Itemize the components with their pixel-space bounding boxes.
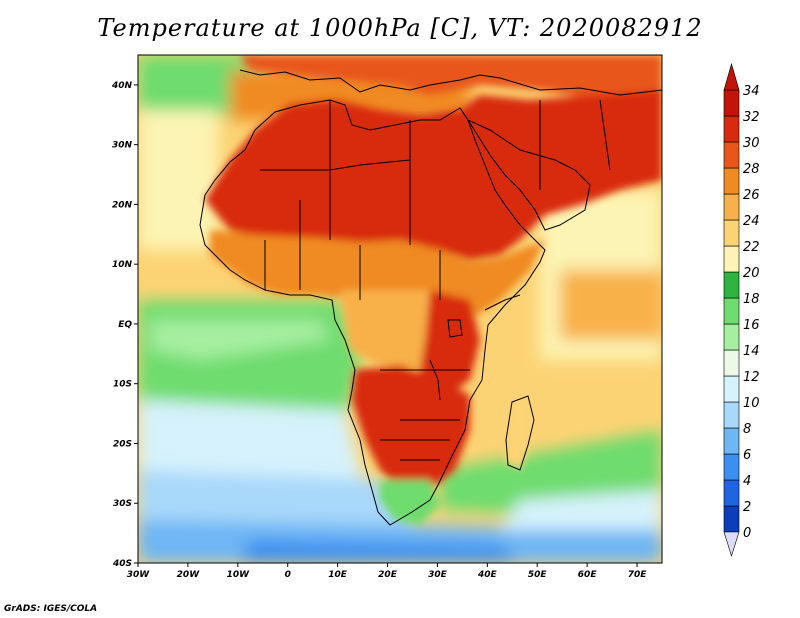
colorbar-label: 18 <box>743 292 760 307</box>
colorbar-segment <box>723 505 740 533</box>
y-tick-label: 30S <box>113 499 132 509</box>
y-tick-label: 10N <box>112 260 133 270</box>
x-tick-label: 20W <box>177 570 201 580</box>
colorbar-segment <box>723 401 740 429</box>
colorbar-segment <box>723 375 740 403</box>
colorbar-label: 22 <box>743 240 760 255</box>
x-tick-label: 20E <box>378 570 398 580</box>
colorbar-label: 24 <box>743 214 760 229</box>
y-tick-label: 30N <box>112 141 133 151</box>
colorbar-segment <box>723 271 740 299</box>
y-tick-label: 40S <box>112 559 132 569</box>
colorbar-label: 20 <box>743 266 760 281</box>
map-title: Temperature at 1000hPa [C], VT: 20200829… <box>97 14 703 42</box>
y-tick-label: 20S <box>113 439 132 449</box>
colorbar-bottom-arrow <box>723 531 740 558</box>
credit-label: GrADS: IGES/COLA <box>4 604 98 614</box>
colorbar-segment <box>723 479 740 507</box>
x-tick-label: 0 <box>285 570 291 580</box>
colorbar-segment <box>723 427 740 455</box>
x-tick-label: 10W <box>227 570 251 580</box>
colorbar-segment <box>723 115 740 143</box>
y-tick-label: 10S <box>113 380 132 390</box>
x-tick-label: 70E <box>628 570 648 580</box>
colorbar-label: 0 <box>743 526 751 541</box>
x-tick-label: 60E <box>578 570 598 580</box>
colorbar-label: 32 <box>743 110 760 125</box>
y-tick-label: EQ <box>118 320 132 330</box>
y-tick-label: 40N <box>111 81 133 91</box>
colorbar-segment <box>723 349 740 377</box>
colorbar-label: 10 <box>743 396 760 411</box>
colorbar-segment <box>723 219 740 247</box>
colorbar-label: 8 <box>743 422 751 437</box>
colorbar-label: 34 <box>743 84 760 99</box>
colorbar-top-arrow <box>723 62 740 91</box>
colorbar-segment <box>723 323 740 351</box>
x-tick-label: 10E <box>328 570 348 580</box>
x-tick-label: 50E <box>528 570 548 580</box>
colorbar-segment <box>723 193 740 221</box>
colorbar-label: 26 <box>743 188 760 203</box>
colorbar-label: 28 <box>743 162 760 177</box>
colorbar-label: 30 <box>743 136 760 151</box>
x-tick-label: 30W <box>127 570 151 580</box>
colorbar-label: 14 <box>743 344 760 359</box>
axis-ticks: 30W 20W 10W 0 10E 20E 30E 40E 50E 60E 70E 40S 30S 20S… <box>111 81 647 580</box>
colorbar-segment <box>723 453 740 481</box>
colorbar-label: 2 <box>743 500 751 515</box>
colorbar-segment <box>723 167 740 195</box>
colorbar-segment <box>723 245 740 273</box>
colorbar-segment <box>723 141 740 169</box>
plot-frame <box>137 54 663 564</box>
colorbar-segment <box>723 89 740 117</box>
colorbar-label: 16 <box>743 318 760 333</box>
temperature-field <box>138 55 662 563</box>
colorbar-label: 6 <box>743 448 751 463</box>
colorbar-segment <box>723 297 740 325</box>
colorbar-label: 4 <box>743 474 751 489</box>
colorbar-label: 12 <box>743 370 760 385</box>
coastlines <box>199 69 662 526</box>
x-tick-label: 40E <box>477 570 498 580</box>
y-tick-label: 20N <box>112 200 133 210</box>
x-tick-label: 30E <box>428 570 448 580</box>
